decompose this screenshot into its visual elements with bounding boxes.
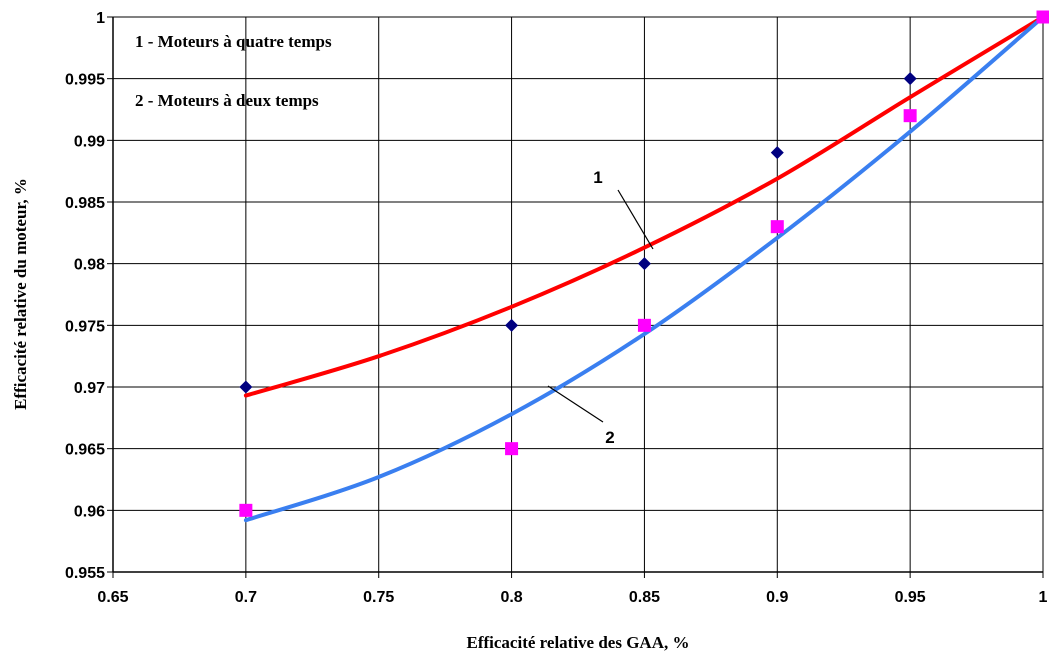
y-tick-label: 0.955 bbox=[65, 565, 105, 582]
legend-entry-1: 1 - Moteurs à quatre temps bbox=[135, 32, 332, 51]
data-point-series-2 bbox=[637, 318, 651, 332]
y-tick-label: 0.97 bbox=[74, 380, 105, 397]
trendline-series-1 bbox=[243, 15, 1045, 398]
x-axis-title: Efficacité relative des GAA, % bbox=[467, 633, 690, 652]
data-point-series-2 bbox=[770, 220, 784, 234]
data-point-series-2 bbox=[903, 109, 917, 123]
legend-entry-2: 2 - Moteurs à deux temps bbox=[135, 91, 319, 110]
x-tick-label: 1 bbox=[1039, 589, 1048, 606]
y-tick-label: 0.995 bbox=[65, 72, 105, 89]
annotation-leader-1 bbox=[617, 189, 654, 250]
x-tick-label: 0.9 bbox=[766, 589, 788, 606]
y-axis-title: Efficacité relative du moteur, % bbox=[11, 178, 30, 410]
data-point-series-2 bbox=[1036, 10, 1049, 24]
x-tick-label: 0.85 bbox=[629, 589, 660, 606]
data-point-series-1 bbox=[505, 318, 519, 332]
curve-label-2: 2 bbox=[605, 428, 614, 447]
y-tick-label: 0.975 bbox=[65, 318, 105, 335]
data-point-series-2 bbox=[505, 442, 519, 456]
annotation-leader-2 bbox=[547, 385, 604, 423]
data-points bbox=[239, 10, 1049, 517]
curve-label-1: 1 bbox=[593, 168, 602, 187]
data-point-series-1 bbox=[903, 72, 917, 86]
x-tick-label: 0.95 bbox=[895, 589, 926, 606]
tick-labels: 0.955 0.96 0.965 0.97 0.975 0.98 0.985 0.99 0.99… bbox=[65, 10, 1048, 606]
x-tick-label: 0.8 bbox=[500, 589, 522, 606]
data-point-series-1 bbox=[239, 380, 253, 394]
curve-annotations: 12 bbox=[547, 168, 654, 447]
legend: 1 - Moteurs à quatre temps 2 - Moteurs à… bbox=[135, 32, 332, 110]
y-tick-label: 0.985 bbox=[65, 195, 105, 212]
y-tick-label: 0.99 bbox=[74, 133, 105, 150]
y-tick-label: 0.98 bbox=[74, 257, 105, 274]
y-tick-label: 0.965 bbox=[65, 442, 105, 459]
y-tick-label: 0.96 bbox=[74, 503, 105, 520]
data-point-series-1 bbox=[770, 146, 784, 160]
y-tick-label: 1 bbox=[96, 10, 105, 27]
data-point-series-1 bbox=[637, 257, 651, 271]
data-point-series-2 bbox=[239, 503, 253, 517]
x-tick-label: 0.65 bbox=[97, 589, 128, 606]
axes bbox=[107, 16, 1044, 578]
x-tick-label: 0.75 bbox=[363, 589, 394, 606]
x-tick-label: 0.7 bbox=[235, 589, 257, 606]
